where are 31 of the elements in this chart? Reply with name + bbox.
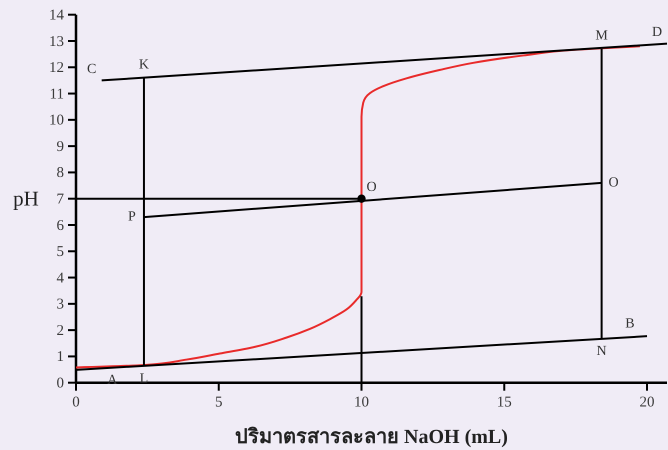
y-tick-label: 5 [56,244,64,260]
x-tick-label: 0 [72,394,80,410]
y-tick-label: 7 [56,192,64,208]
annotation: O [608,175,619,190]
annotation: O [366,180,377,196]
y-tick-label: 12 [49,60,64,76]
y-tick-label: 11 [50,86,64,102]
y-axis-title: pH [13,186,39,211]
annotation: N [596,344,607,360]
y-tick-label: 6 [56,218,64,234]
y-tick-label: 4 [56,270,64,286]
annotation: B [625,316,635,332]
y-tick-label: 8 [56,165,64,182]
y-tick-label: 13 [49,34,64,50]
y-tick-label: 9 [56,138,64,155]
y-tick-label: 1 [56,349,64,366]
y-tick-label: 10 [49,112,64,129]
y-tick-label: 2 [56,322,64,339]
annotation: P [128,210,136,225]
annotation: K [138,57,150,72]
annotation: D [652,25,662,40]
x-tick-label: 20 [640,394,655,410]
x-tick-label: 15 [496,394,512,410]
x-tick-label: 5 [215,394,223,410]
annotation: C [87,62,96,77]
y-tick-label: 0 [56,376,64,392]
annotation: M [595,28,608,44]
y-tick-label: 3 [56,296,64,313]
y-tick-label: 14 [49,8,64,24]
x-axis-title: ปริมาตรสารละลาย NaOH (mL) [235,426,508,448]
x-tick-label: 10 [354,394,370,410]
